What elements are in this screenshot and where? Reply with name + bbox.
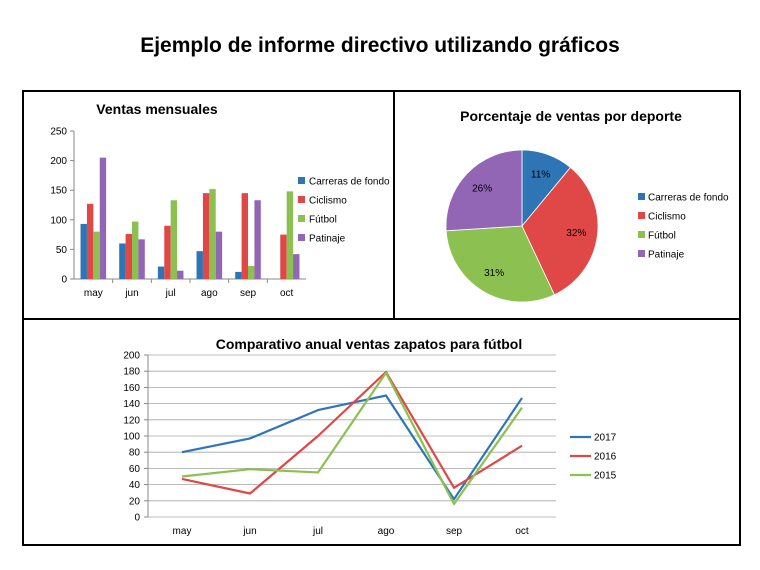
- x-tick-label: jul: [312, 526, 323, 537]
- y-tick-label: 180: [123, 367, 140, 378]
- y-tick-label: 60: [129, 464, 141, 475]
- bar: [196, 251, 203, 279]
- legend-swatch: [298, 177, 305, 184]
- legend-label: Carreras de fondo: [648, 193, 729, 204]
- y-tick-label: 0: [61, 275, 67, 286]
- x-tick-label: may: [173, 526, 192, 537]
- x-tick-label: jun: [124, 288, 138, 299]
- legend-label: Carreras de fondo: [309, 177, 390, 188]
- bar: [157, 266, 165, 279]
- chart-title: Comparativo anual ventas zapatos para fú…: [216, 336, 523, 352]
- legend-swatch: [638, 193, 645, 200]
- page-title: Ejemplo de informe directivo utilizando …: [140, 34, 620, 57]
- pie-slice: [445, 149, 523, 232]
- bar: [138, 239, 145, 279]
- legend-swatch: [638, 231, 645, 238]
- pie-chart: Porcentaje de ventas por deporte 11% 32% 31…: [445, 108, 729, 303]
- pie-slice: [445, 225, 555, 303]
- bar: [248, 265, 255, 279]
- y-tick-label: 40: [129, 480, 141, 491]
- x-tick-label: oct: [280, 288, 294, 299]
- bar: [164, 225, 171, 279]
- legend-label: Fútbol: [309, 215, 337, 226]
- x-tick-label: may: [84, 288, 103, 299]
- legend-label: Ciclismo: [648, 212, 686, 223]
- pie-slice: [521, 166, 599, 296]
- chart-title: Porcentaje de ventas por deporte: [460, 108, 682, 124]
- legend-swatch: [298, 196, 305, 203]
- bar: [177, 270, 184, 279]
- y-tick-label: 120: [123, 415, 140, 426]
- bar: [209, 189, 216, 279]
- bar: [215, 231, 223, 279]
- legend-label: 2017: [594, 433, 617, 444]
- x-tick-label: sep: [240, 288, 257, 299]
- x-tick-label: ago: [378, 526, 395, 537]
- line-chart-panel: Comparativo anual ventas zapatos para fú…: [22, 318, 741, 546]
- data-label: 31%: [484, 268, 504, 279]
- data-label: 26%: [472, 184, 492, 195]
- y-tick-label: 150: [50, 186, 67, 197]
- x-tick-label: jun: [242, 526, 256, 537]
- bar: [280, 234, 287, 279]
- bar: [99, 157, 107, 279]
- chart-title: Ventas mensuales: [96, 101, 218, 117]
- bar: [170, 200, 178, 279]
- data-label: 32%: [566, 228, 586, 239]
- y-tick-label: 20: [129, 496, 141, 507]
- legend-label: Patinaje: [648, 250, 685, 261]
- y-tick-label: 100: [123, 432, 140, 443]
- bar: [254, 200, 261, 279]
- bar: [202, 193, 210, 279]
- bar: [80, 223, 87, 279]
- series-line: [181, 394, 523, 501]
- y-tick-label: 100: [50, 215, 67, 226]
- bar: [125, 234, 132, 279]
- bar: [132, 221, 139, 279]
- legend-swatch: [638, 212, 645, 219]
- bar: [235, 271, 242, 279]
- bar: [119, 243, 126, 279]
- y-tick-label: 200: [50, 156, 67, 167]
- bar: [286, 191, 294, 279]
- bar: [241, 193, 248, 279]
- bar-chart-panel: Ventas mensuales 0 50 100 150 200 250 may jun jul…: [22, 90, 395, 320]
- legend-label: 2016: [594, 452, 617, 463]
- bar-chart: Ventas mensuales 0 50 100 150 200 250 may jun jul…: [50, 101, 390, 299]
- y-tick-label: 140: [123, 399, 140, 410]
- bar: [86, 203, 94, 279]
- series-line: [181, 370, 523, 495]
- legend-label: Patinaje: [309, 234, 346, 245]
- x-tick-label: oct: [515, 526, 529, 537]
- legend-label: Ciclismo: [309, 196, 347, 207]
- y-tick-label: 0: [134, 513, 140, 524]
- line-chart: Comparativo anual ventas zapatos para fú…: [123, 336, 617, 537]
- x-tick-label: jul: [165, 288, 176, 299]
- legend-swatch: [298, 234, 305, 241]
- bar: [293, 254, 300, 279]
- legend-swatch: [298, 215, 305, 222]
- bar: [93, 231, 100, 279]
- x-tick-label: sep: [446, 526, 463, 537]
- legend-label: 2015: [594, 471, 617, 482]
- y-tick-label: 200: [123, 351, 140, 362]
- y-tick-label: 160: [123, 383, 140, 394]
- data-label: 11%: [531, 170, 550, 181]
- pie-chart-panel: Porcentaje de ventas por deporte 11% 32% 31…: [393, 90, 741, 320]
- x-tick-label: ago: [201, 288, 218, 299]
- y-tick-label: 80: [129, 448, 141, 459]
- legend-label: Fútbol: [648, 231, 676, 242]
- legend-swatch: [638, 250, 645, 257]
- y-tick-label: 250: [50, 127, 67, 138]
- y-tick-label: 50: [56, 245, 68, 256]
- series-line: [181, 371, 523, 506]
